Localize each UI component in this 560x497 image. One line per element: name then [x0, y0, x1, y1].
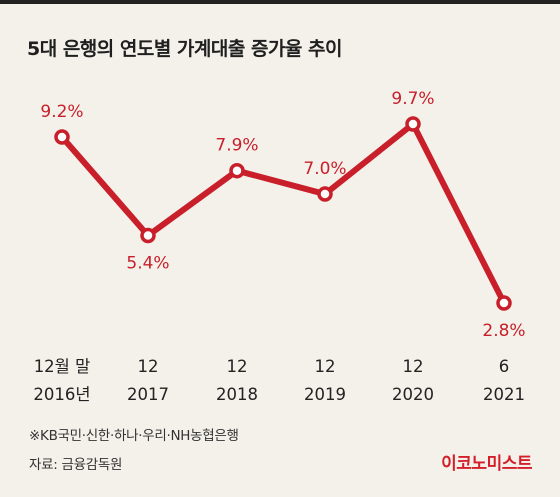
x-tick-label: 12월 말 [34, 357, 91, 376]
data-label: 7.9% [215, 136, 258, 156]
x-tick-label: 2019 [304, 385, 346, 404]
x-tick-label: 6 [499, 357, 510, 376]
data-label: 7.0% [303, 159, 346, 179]
series-line [59, 121, 507, 306]
data-point [54, 129, 70, 145]
x-tick-label: 2018 [216, 385, 258, 404]
data-label: 9.7% [391, 89, 434, 109]
data-point [405, 116, 421, 132]
x-tick-label: 2020 [392, 385, 434, 404]
data-label: 2.8% [482, 321, 525, 341]
data-label: 9.2% [40, 102, 83, 122]
brand-logo: 이코노미스트 [441, 454, 532, 474]
source-text: 자료: 금융감독원 [29, 457, 123, 473]
x-tick-label: 12 [227, 357, 248, 376]
x-tick-label: 2016년 [33, 385, 90, 404]
data-point [496, 295, 512, 311]
top-rule [0, 0, 560, 4]
chart-title: 5대 은행의 연도별 가계대출 증가율 추이 [27, 38, 342, 60]
data-point [317, 186, 333, 202]
line-chart: 9.2% 12월 말 2016년 5.4% 12 2017 7.9% 12 2018 7.0% 12… [33, 89, 525, 404]
data-label: 5.4% [126, 254, 169, 274]
data-point [229, 162, 245, 179]
x-tick-label: 2021 [483, 385, 525, 404]
x-tick-label: 12 [403, 357, 424, 376]
x-tick-label: 12 [138, 357, 159, 376]
data-point [140, 227, 156, 244]
x-tick-label: 12 [315, 357, 336, 376]
footnote: ※KB국민·신한·하나·우리·NH농협은행 [29, 428, 239, 444]
x-tick-label: 2017 [127, 385, 169, 404]
